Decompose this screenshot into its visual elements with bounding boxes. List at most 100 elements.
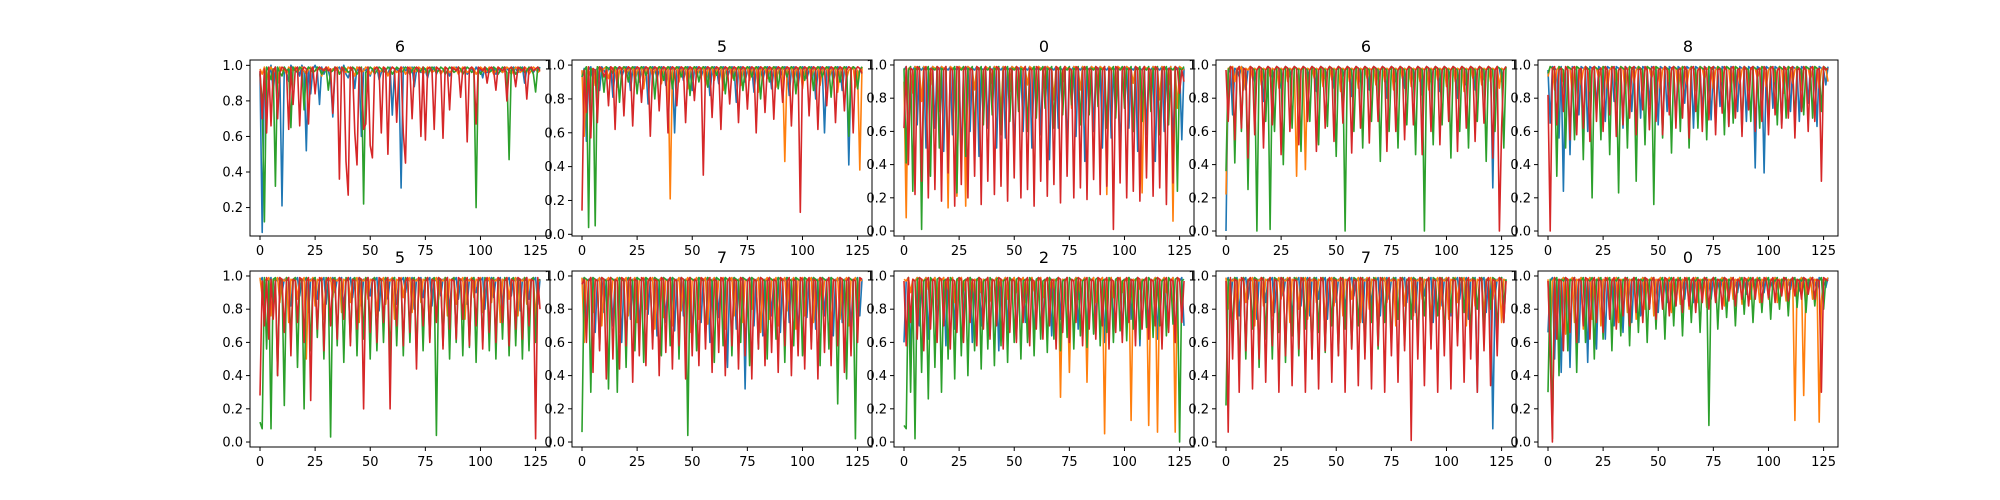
y-tick-label: 0.4: [866, 158, 887, 173]
x-tick-label: 0: [256, 244, 264, 259]
series-line-3: [259, 66, 541, 196]
x-tick-label: 0: [1544, 455, 1552, 470]
subplot-title: 5: [395, 248, 405, 267]
y-tick-label: 0.8: [866, 92, 887, 107]
y-tick-label: 0.6: [222, 336, 243, 351]
x-tick-label: 50: [1650, 244, 1667, 259]
subplot-title: 6: [1361, 37, 1371, 56]
series-line-3: [581, 66, 863, 214]
y-tick-label: 0.6: [1188, 336, 1209, 351]
subplot-title: 0: [1039, 37, 1049, 56]
x-tick-label: 25: [951, 455, 968, 470]
y-tick-label: 0.6: [222, 130, 243, 145]
axes-frame: [893, 270, 1195, 448]
y-tick-label: 1.0: [1188, 58, 1209, 73]
x-tick-label: 25: [629, 455, 646, 470]
x-tick-label: 50: [1006, 244, 1023, 259]
y-tick-label: 0.0: [1510, 225, 1531, 240]
x-tick-label: 25: [1273, 244, 1290, 259]
series-line-3: [1547, 276, 1829, 443]
subplot-9: 0 0 25 50 75 100 125 0.0 0.2 0.4 0.6 0.8 1.0: [1510, 248, 1839, 470]
x-tick-label: 25: [307, 455, 324, 470]
x-tick-label: 125: [1811, 244, 1836, 259]
axes-frame: [1537, 270, 1839, 448]
y-tick-label: 0.2: [544, 402, 565, 417]
y-tick-label: 0.0: [1188, 436, 1209, 451]
y-tick-label: 0.8: [222, 303, 243, 318]
axes-frame: [249, 270, 551, 448]
series-line-3: [903, 65, 1185, 231]
y-tick-label: 0.2: [1188, 191, 1209, 206]
x-tick-label: 100: [790, 455, 815, 470]
y-tick-label: 0.4: [544, 369, 565, 384]
x-tick-label: 75: [739, 455, 756, 470]
x-tick-label: 50: [684, 244, 701, 259]
y-tick-label: 0.4: [866, 369, 887, 384]
y-tick-label: 0.4: [1510, 158, 1531, 173]
series-line-3: [581, 276, 863, 384]
y-tick-label: 1.0: [1510, 58, 1531, 73]
x-tick-label: 0: [1222, 455, 1230, 470]
y-tick-label: 0.0: [1510, 436, 1531, 451]
axes-frame: [571, 59, 873, 237]
x-tick-label: 25: [1273, 455, 1290, 470]
x-tick-label: 125: [1167, 244, 1192, 259]
y-tick-label: 0.4: [1510, 369, 1531, 384]
y-tick-label: 0.2: [1510, 191, 1531, 206]
x-tick-label: 25: [951, 244, 968, 259]
x-tick-label: 125: [845, 455, 870, 470]
series-line-3: [259, 276, 541, 440]
x-tick-label: 50: [1328, 244, 1345, 259]
subplot-title: 0: [1683, 248, 1693, 267]
x-tick-label: 25: [1595, 244, 1612, 259]
y-tick-label: 0.6: [544, 336, 565, 351]
y-tick-label: 1.0: [1188, 269, 1209, 284]
x-tick-label: 0: [900, 455, 908, 470]
x-tick-label: 75: [1705, 244, 1722, 259]
x-tick-label: 75: [417, 244, 434, 259]
x-tick-label: 100: [790, 244, 815, 259]
x-tick-label: 125: [845, 244, 870, 259]
x-tick-label: 100: [1756, 455, 1781, 470]
y-tick-label: 1.0: [866, 58, 887, 73]
y-tick-label: 0.6: [1510, 336, 1531, 351]
y-tick-label: 0.4: [544, 160, 565, 175]
x-tick-label: 75: [1061, 455, 1078, 470]
x-tick-label: 25: [629, 244, 646, 259]
x-tick-label: 25: [1595, 455, 1612, 470]
y-tick-label: 0.6: [1510, 125, 1531, 140]
x-tick-label: 0: [256, 455, 264, 470]
x-tick-label: 0: [900, 244, 908, 259]
series-line-2: [259, 276, 541, 438]
x-tick-label: 0: [1544, 244, 1552, 259]
subplot-title: 6: [395, 37, 405, 56]
x-tick-label: 50: [1328, 455, 1345, 470]
series-line-2: [1547, 276, 1829, 440]
x-tick-label: 25: [307, 244, 324, 259]
y-tick-label: 0.2: [866, 402, 887, 417]
x-tick-label: 50: [1650, 455, 1667, 470]
y-tick-label: 0.8: [1188, 303, 1209, 318]
axes-frame: [893, 59, 1195, 237]
x-tick-label: 0: [578, 455, 586, 470]
x-tick-label: 50: [684, 455, 701, 470]
axes-frame: [1215, 59, 1517, 237]
y-tick-label: 0.0: [866, 436, 887, 451]
x-tick-label: 75: [1705, 455, 1722, 470]
y-tick-label: 0.2: [222, 402, 243, 417]
subplot-6: 7 0 25 50 75 100 125 0.0 0.2 0.4 0.6 0.8 1.0: [544, 248, 873, 470]
y-tick-label: 1.0: [222, 269, 243, 284]
axes-frame: [249, 59, 551, 237]
axes-frame: [571, 270, 873, 448]
y-tick-label: 0.2: [1510, 402, 1531, 417]
x-tick-label: 125: [1489, 244, 1514, 259]
y-tick-label: 0.6: [866, 336, 887, 351]
y-tick-label: 0.8: [544, 92, 565, 107]
subplot-8: 7 0 25 50 75 100 125 0.0 0.2 0.4 0.6 0.8 1.0: [1188, 248, 1517, 470]
x-tick-label: 125: [1811, 455, 1836, 470]
subplot-title: 5: [717, 37, 727, 56]
